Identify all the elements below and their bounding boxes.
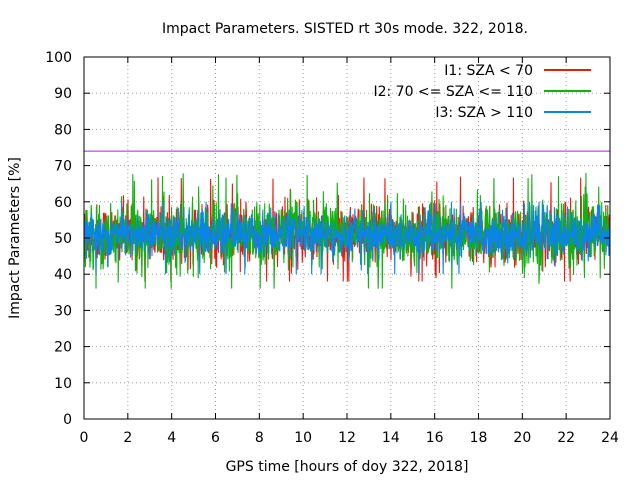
x-tick-label: 2	[123, 430, 132, 446]
x-tick-label: 16	[426, 430, 444, 446]
x-tick-label: 4	[167, 430, 176, 446]
x-tick-label: 14	[382, 430, 400, 446]
x-tick-label: 12	[338, 430, 356, 446]
x-tick-label: 10	[294, 430, 312, 446]
series-layer	[83, 172, 611, 289]
chart-title: Impact Parameters. SISTED rt 30s mode. 3…	[162, 21, 528, 37]
legend: I1: SZA < 70 I2: 70 <= SZA <= 110 I3: SZA …	[373, 63, 591, 121]
y-tick-label: 50	[54, 231, 72, 247]
x-tick-label: 24	[601, 430, 619, 446]
y-tick-label: 10	[54, 376, 72, 392]
y-tick-label: 80	[54, 122, 72, 138]
y-tick-label: 30	[54, 303, 72, 319]
series-line-3	[83, 201, 611, 275]
y-tick-label: 40	[54, 267, 72, 283]
y-axis-label: Impact Parameters [%]	[7, 157, 23, 319]
x-tick-label: 6	[211, 430, 220, 446]
y-tick-label: 90	[54, 86, 72, 102]
legend-label-2: I2: 70 <= SZA <= 110	[373, 84, 533, 100]
y-tick-label: 0	[63, 412, 72, 428]
y-tick-label: 100	[45, 50, 72, 66]
x-tick-label: 22	[557, 430, 575, 446]
x-tick-label: 0	[80, 430, 89, 446]
y-tick-label: 70	[54, 159, 72, 175]
x-tick-label: 8	[255, 430, 264, 446]
legend-label-3: I3: SZA > 110	[435, 105, 533, 121]
y-tick-label: 60	[54, 195, 72, 211]
y-tick-label: 20	[54, 340, 72, 356]
x-tick-label: 20	[513, 430, 531, 446]
axis-ticks: 0 2 4 6 8 10 12 14 16 18 20 22 240102030405060708090…	[45, 50, 619, 446]
legend-label-1: I1: SZA < 70	[444, 63, 533, 79]
x-axis-label: GPS time [hours of doy 322, 2018]	[226, 459, 469, 475]
x-tick-label: 18	[470, 430, 488, 446]
